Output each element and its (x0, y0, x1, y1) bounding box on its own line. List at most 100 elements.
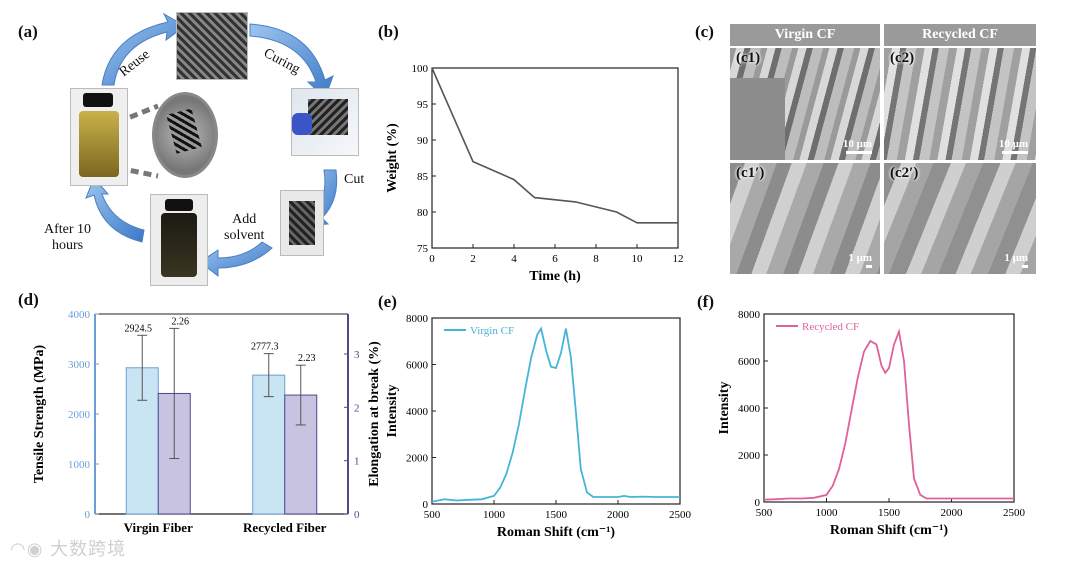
x-category-label: Recycled Fiber (243, 520, 327, 535)
panel-label-a: (a) (18, 22, 38, 41)
photo-cut-piece (280, 190, 324, 256)
chart-b-weight: 0 2 4 6 8 10 12 75 80 85 90 95 100 Time (h) Weight (%) (385, 63, 684, 284)
sem-image-c2: (c2) 10 μm (884, 48, 1036, 160)
arrow-add-solvent (199, 241, 273, 278)
scale-bar-c2-prime: 1 μm (1004, 252, 1028, 268)
y-tick-label: 6000 (738, 356, 761, 368)
y2-tick-label: 0 (354, 509, 360, 521)
x-axis-title: Roman Shift (cm⁻¹) (830, 523, 948, 538)
x-tick-label: 2000 (941, 507, 964, 519)
y-tick-label: 90 (417, 135, 429, 147)
plot-frame (763, 313, 1015, 503)
y-tick-label: 95 (417, 99, 429, 111)
x-tick-label: 10 (632, 253, 644, 265)
sem-tag-c2-prime: (c2′) (890, 165, 919, 181)
photo-jar-solvent (150, 194, 208, 286)
data-label: 2924.5 (125, 323, 153, 334)
x-tick-label: 12 (673, 253, 684, 265)
y-tick-label: 4000 (68, 309, 91, 321)
x-tick-label: 2500 (669, 509, 692, 521)
watermark-text: 大数跨境 (50, 539, 127, 560)
y-tick-label: 2000 (406, 453, 429, 465)
scale-label-c2: 10 μm (998, 138, 1028, 150)
label-after-hours: After 10 hours (44, 222, 92, 253)
sem-header-recycled: Recycled CF (884, 24, 1036, 46)
y-tick-label: 85 (417, 171, 429, 183)
label-add-solvent: Add solvent (224, 212, 265, 243)
legend-label: Virgin CF (470, 325, 514, 337)
y2-tick-label: 2 (354, 402, 360, 414)
zoom-bubble (152, 92, 218, 178)
panel-label-b: (b) (378, 22, 399, 41)
plot-frame (431, 67, 679, 249)
scale-label-c2-prime: 1 μm (1004, 252, 1028, 264)
x-tick-label: 1500 (545, 509, 568, 521)
x-tick-label: 1500 (878, 507, 901, 519)
photo-cured-mesh (176, 12, 248, 80)
sem-tag-c2: (c2) (890, 50, 915, 66)
x-tick-label: 0 (429, 253, 435, 265)
x-category-label: Virgin Fiber (124, 520, 193, 535)
watermark-logo-icon: ◠◉ (10, 539, 44, 560)
y-tick-label: 2000 (68, 409, 91, 421)
panel-label-c: (c) (695, 22, 714, 41)
sem-tag-c1-prime: (c1′) (736, 165, 765, 181)
y-axis-title: Intensity (385, 385, 400, 438)
y2-axis-title: Elongation at break (%) (367, 341, 382, 487)
x-tick-label: 2000 (607, 509, 630, 521)
data-label: 2.26 (172, 316, 190, 327)
x-tick-label: 4 (511, 253, 517, 265)
y-tick-label: 0 (755, 497, 761, 509)
chart-d-tensile: 0 1000 2000 3000 4000 0 1 2 3 Tensile Strength (M… (32, 309, 382, 535)
y-axis-title: Weight (%) (385, 123, 400, 193)
y2-tick-label: 3 (354, 349, 360, 361)
plot-frame (431, 317, 681, 505)
y-tick-label: 6000 (406, 360, 429, 372)
y-tick-label: 2000 (738, 450, 761, 462)
bar (252, 374, 286, 515)
y-tick-label: 75 (417, 243, 429, 255)
panel-label-d: (d) (18, 290, 39, 309)
sem-image-c1: (c1) 10 μm (730, 48, 880, 160)
x-tick-label: 8 (593, 253, 599, 265)
x-axis-title: Time (h) (529, 269, 581, 284)
scale-bar-c1-prime: 1 μm (848, 252, 872, 268)
watermark: ◠◉ 大数跨境 (10, 535, 126, 561)
scale-label-c1: 10 μm (842, 138, 872, 150)
series-line (763, 328, 1014, 501)
panel-label-e: (e) (378, 292, 397, 311)
series-line (431, 67, 678, 224)
y-tick-label: 0 (85, 509, 91, 521)
chart-e-raman-virgin: 500 1000 1500 2000 2500 0 2000 4000 6000 8000 Roma… (385, 313, 692, 540)
x-tick-label: 1000 (816, 507, 839, 519)
sem-header-virgin: Virgin CF (730, 24, 880, 46)
sem-image-c2-prime: (c2′) 1 μm (884, 163, 1036, 274)
data-label: 2.23 (298, 353, 316, 364)
x-tick-label: 2 (470, 253, 476, 265)
chart-f-raman-recycled: 500 1000 1500 2000 2500 0 2000 4000 6000 8000 Roma… (717, 309, 1026, 538)
sem-tag-c1: (c1) (736, 50, 761, 66)
y-tick-label: 100 (412, 63, 429, 75)
y-tick-label: 0 (423, 499, 429, 511)
label-cut: Cut (344, 172, 365, 187)
y-axis-title: Tensile Strength (MPa) (32, 344, 47, 483)
y-tick-label: 4000 (738, 403, 761, 415)
panel-label-f: (f) (697, 292, 714, 311)
photo-jar-after (70, 88, 128, 186)
y-tick-label: 8000 (406, 313, 429, 325)
y-tick-label: 8000 (738, 309, 761, 321)
x-tick-label: 500 (424, 509, 441, 521)
y-axis-title: Intensity (717, 382, 732, 435)
x-axis-title: Roman Shift (cm⁻¹) (497, 525, 615, 540)
scale-bar-c1: 10 μm (843, 138, 872, 154)
x-tick-label: 6 (552, 253, 558, 265)
y-tick-label: 4000 (406, 406, 429, 418)
x-tick-label: 2500 (1003, 507, 1026, 519)
y-tick-label: 80 (417, 207, 429, 219)
legend-label: Recycled CF (802, 321, 859, 333)
sem-image-c1-prime: (c1′) 1 μm (730, 163, 880, 274)
x-tick-label: 1000 (483, 509, 506, 521)
arrow-after-hours (85, 177, 145, 243)
y2-tick-label: 1 (354, 456, 360, 468)
y-tick-label: 1000 (68, 459, 91, 471)
